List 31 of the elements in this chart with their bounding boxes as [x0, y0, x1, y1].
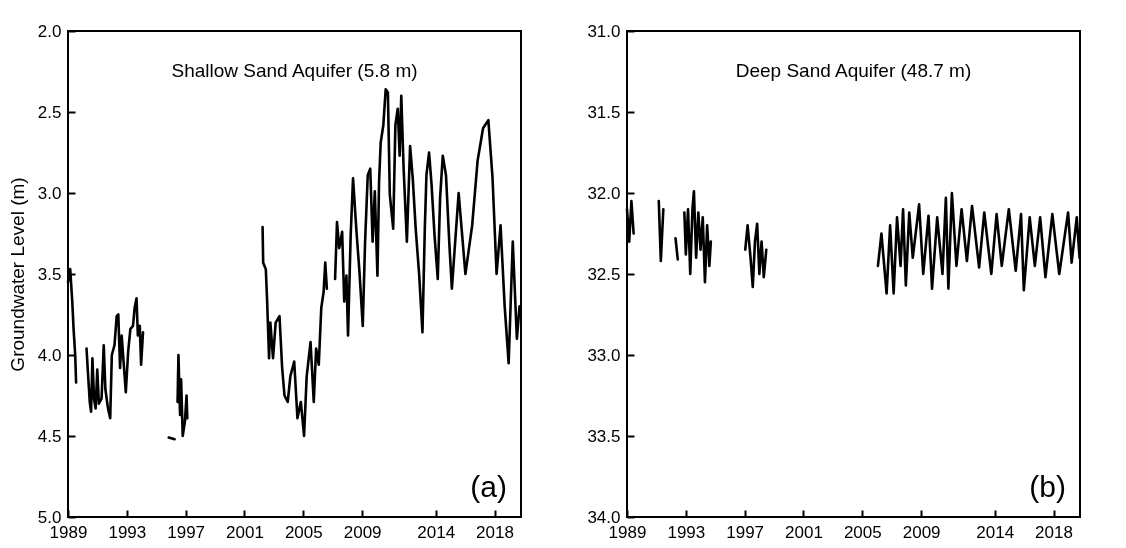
- y-tick-label: 33.0: [587, 345, 621, 365]
- y-tick-label: 3.0: [37, 183, 62, 203]
- y-tick-label: 4.5: [37, 426, 62, 446]
- x-tick-label: 1997: [726, 522, 765, 542]
- x-tick-label: 1993: [108, 522, 147, 542]
- y-tick-label: 31.0: [587, 21, 621, 41]
- x-tick-label: 2005: [843, 522, 882, 542]
- x-tick-label: 1993: [667, 522, 706, 542]
- y-tick-label: 32.0: [587, 183, 621, 203]
- x-tick-label: 2014: [976, 522, 1015, 542]
- y-axis-title: Groundwater Level (m): [6, 177, 28, 372]
- x-tick-label: 2009: [902, 522, 941, 542]
- annotation: (a): [470, 470, 507, 503]
- annotation: (b): [1029, 470, 1066, 503]
- y-tick-label: 32.5: [587, 264, 621, 284]
- y-tick-label: 2.5: [37, 102, 62, 122]
- y-tick-label: 3.5: [37, 264, 62, 284]
- text: Shallow Sand Aquifer (5.8 m): [171, 60, 418, 81]
- x-tick-label: 2018: [1035, 522, 1073, 542]
- y-tick-label: 31.5: [587, 102, 621, 122]
- y-tick-label: 2.0: [37, 21, 62, 41]
- y-tick-label: 33.5: [587, 426, 621, 446]
- x-tick-label: 2001: [226, 522, 264, 542]
- x-tick-label: 2018: [476, 522, 514, 542]
- y-tick-label: 4.0: [37, 345, 62, 365]
- x-tick-label: 1997: [167, 522, 206, 542]
- x-tick-label: 2005: [284, 522, 323, 542]
- x-tick-label: 2014: [417, 522, 456, 542]
- x-tick-label: 2001: [785, 522, 823, 542]
- x-tick-label: 2009: [343, 522, 382, 542]
- text: Deep Sand Aquifer (48.7 m): [735, 60, 972, 81]
